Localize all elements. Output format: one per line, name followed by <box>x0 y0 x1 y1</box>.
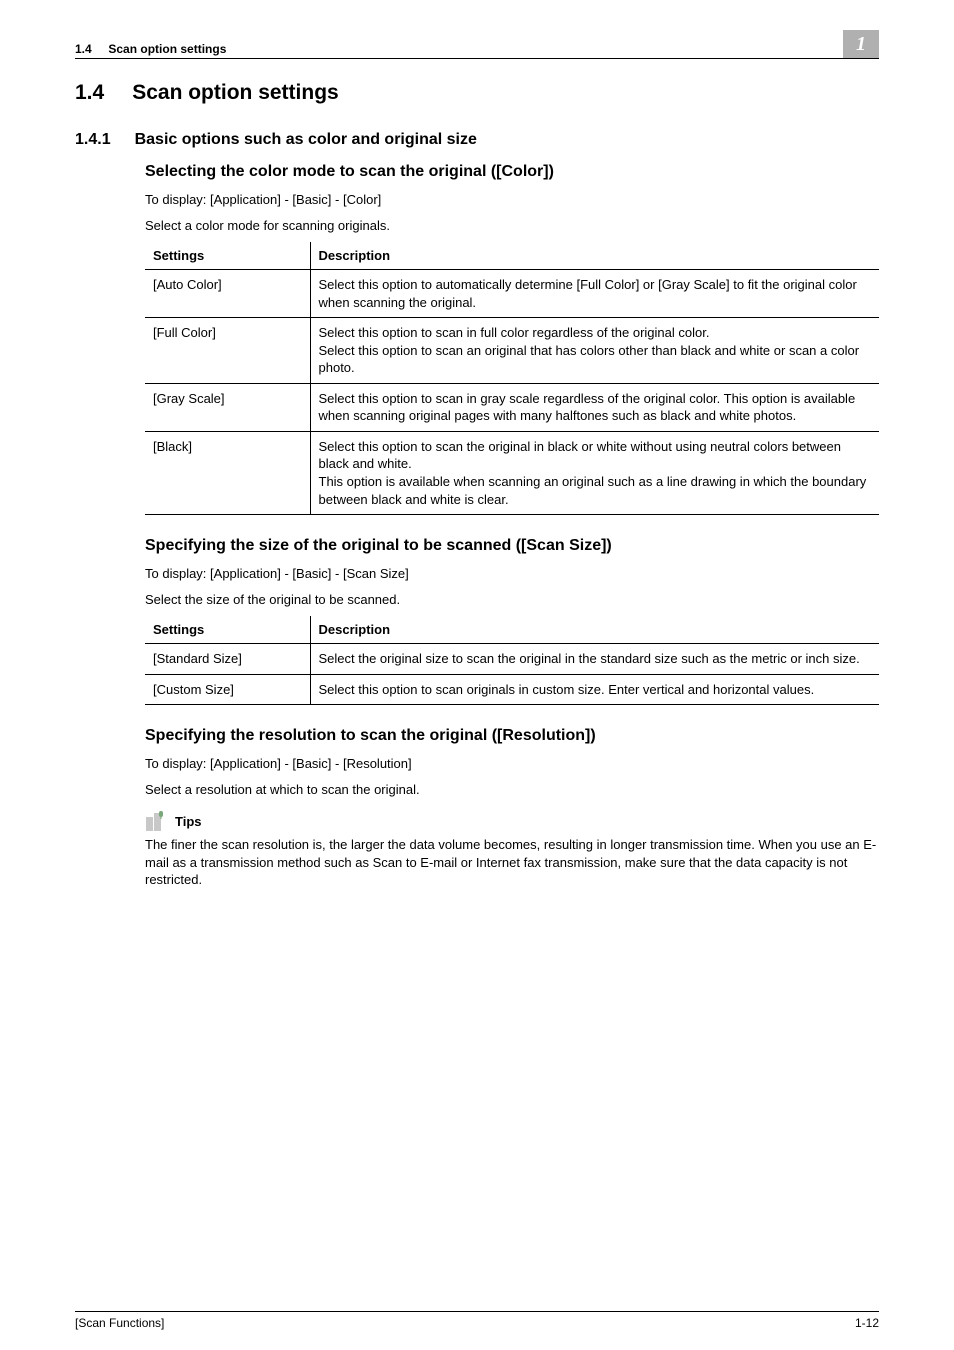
col-settings: Settings <box>145 242 310 270</box>
cell-description: Select the original size to scan the ori… <box>310 644 879 675</box>
h2-title: Basic options such as color and original… <box>135 131 477 149</box>
table-row: [Black]Select this option to scan the or… <box>145 431 879 514</box>
section-scan-size: Specifying the size of the original to b… <box>145 537 879 705</box>
cell-description: Select this option to scan the original … <box>310 431 879 514</box>
table-row: [Standard Size]Select the original size … <box>145 644 879 675</box>
heading-2: 1.4.1 Basic options such as color and or… <box>75 131 879 149</box>
tips-body: The finer the scan resolution is, the la… <box>145 836 879 889</box>
table-row: [Full Color]Select this option to scan i… <box>145 318 879 384</box>
table-row: [Auto Color]Select this option to automa… <box>145 270 879 318</box>
h3-scan-size: Specifying the size of the original to b… <box>145 537 879 555</box>
cell-setting: [Standard Size] <box>145 644 310 675</box>
header-section-num: 1.4 <box>75 42 92 56</box>
header-section-title: Scan option settings <box>108 42 226 56</box>
col-settings: Settings <box>145 616 310 644</box>
page-footer: [Scan Functions] 1-12 <box>75 1311 879 1330</box>
page-header: 1.4 Scan option settings 1 <box>75 30 879 59</box>
chapter-number: 1 <box>856 33 866 56</box>
section-resolution: Specifying the resolution to scan the or… <box>145 727 879 889</box>
cell-description: Select this option to automatically dete… <box>310 270 879 318</box>
tips-icon <box>145 810 171 832</box>
cell-description: Select this option to scan originals in … <box>310 674 879 705</box>
col-description: Description <box>310 616 879 644</box>
section-color: Selecting the color mode to scan the ori… <box>145 163 879 515</box>
cell-description: Select this option to scan in gray scale… <box>310 383 879 431</box>
color-path: To display: [Application] - [Basic] - [C… <box>145 191 879 209</box>
size-table: Settings Description [Standard Size]Sele… <box>145 616 879 705</box>
table-row: [Custom Size]Select this option to scan … <box>145 674 879 705</box>
color-intro: Select a color mode for scanning origina… <box>145 217 879 235</box>
h3-color: Selecting the color mode to scan the ori… <box>145 163 879 181</box>
res-intro: Select a resolution at which to scan the… <box>145 781 879 799</box>
tips-label: Tips <box>175 814 202 829</box>
cell-setting: [Gray Scale] <box>145 383 310 431</box>
cell-setting: [Black] <box>145 431 310 514</box>
cell-setting: [Full Color] <box>145 318 310 384</box>
size-path: To display: [Application] - [Basic] - [S… <box>145 565 879 583</box>
h2-number: 1.4.1 <box>75 131 111 149</box>
heading-1: 1.4 Scan option settings <box>75 81 879 105</box>
h1-number: 1.4 <box>75 81 104 105</box>
header-breadcrumb: 1.4 Scan option settings <box>75 42 226 56</box>
table-row: [Gray Scale]Select this option to scan i… <box>145 383 879 431</box>
res-path: To display: [Application] - [Basic] - [R… <box>145 755 879 773</box>
cell-setting: [Custom Size] <box>145 674 310 705</box>
footer-left: [Scan Functions] <box>75 1316 164 1330</box>
size-intro: Select the size of the original to be sc… <box>145 591 879 609</box>
color-table: Settings Description [Auto Color]Select … <box>145 242 879 515</box>
chapter-badge: 1 <box>843 30 879 58</box>
col-description: Description <box>310 242 879 270</box>
tips-heading: Tips <box>145 810 879 832</box>
h1-title: Scan option settings <box>132 81 339 105</box>
footer-right: 1-12 <box>855 1316 879 1330</box>
cell-setting: [Auto Color] <box>145 270 310 318</box>
h3-resolution: Specifying the resolution to scan the or… <box>145 727 879 745</box>
cell-description: Select this option to scan in full color… <box>310 318 879 384</box>
